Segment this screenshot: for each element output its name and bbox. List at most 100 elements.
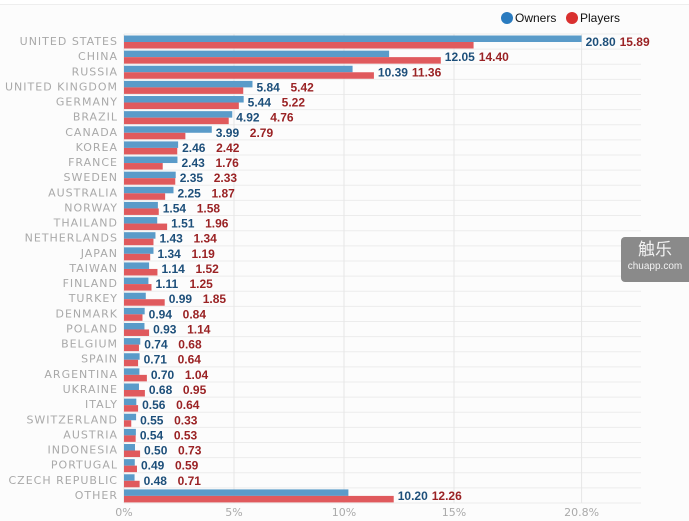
data-label-owners: 0.56 [142,398,166,412]
watermark-logo: 触乐 [638,240,672,260]
data-label-players: 0.59 [175,459,199,473]
data-label-players: 1.52 [195,262,219,276]
data-label-owners: 0.99 [169,292,193,306]
bar-players [124,72,374,79]
bar-owners [124,489,349,496]
data-label-owners: 1.43 [159,232,183,246]
category-label: TURKEY [68,292,118,305]
data-label-players: 15.89 [620,35,650,49]
bar-players [124,178,176,185]
bar-owners [124,80,253,88]
data-label-owners: 0.68 [149,383,173,397]
category-label: UNITED KINGDOM [5,80,118,93]
data-label-owners: 0.48 [144,474,168,488]
data-label-players: 12.26 [432,489,462,503]
bar-players [124,117,229,125]
bar-owners [124,262,150,269]
bar-owners [124,50,390,58]
bar-players [124,344,139,352]
watermark-site: chuapp.com [627,261,683,272]
data-label-owners: 0.49 [141,459,165,473]
bar-players [124,480,140,488]
category-label: OTHER [75,489,118,502]
data-label-owners: 0.94 [149,307,173,321]
bar-owners [124,338,141,345]
data-label-owners: 5.44 [248,96,272,110]
category-label: SPAIN [81,353,118,366]
bar-owners [124,96,244,103]
data-label-owners: 4.92 [236,111,260,125]
data-label-players: 1.19 [191,247,215,261]
bar-owners [124,413,137,421]
category-label: AUSTRALIA [48,186,118,199]
bar-players [124,420,132,427]
bar-owners [124,292,146,300]
category-label: JAPAN [80,247,118,260]
category-label: GERMANY [56,96,118,109]
bar-players [124,329,150,336]
data-label-owners: 0.74 [144,338,168,352]
data-label-players: 0.73 [178,444,202,458]
data-label-owners: 0.54 [140,428,164,442]
bar-players [124,359,139,367]
category-label: NORWAY [64,201,118,214]
data-label-players: 2.79 [250,126,274,140]
category-label: POLAND [66,322,118,335]
data-label-players: 1.96 [205,217,229,231]
data-label-owners: 5.84 [256,80,280,94]
bar-owners [124,474,135,481]
legend-players-label: Players [580,11,620,25]
category-label: CHINA [78,50,118,63]
data-label-players: 1.14 [187,322,211,336]
bar-owners [124,141,179,148]
data-label-owners: 2.46 [182,141,206,155]
data-label-players: 0.64 [178,353,202,367]
data-label-owners: 1.11 [156,277,179,291]
bar-owners [124,111,233,118]
bar-players [124,147,178,155]
bar-owners [124,277,149,285]
bar-owners [124,383,139,390]
data-label-owners: 0.50 [144,444,168,458]
data-label-players: 1.58 [197,201,221,215]
bar-owners [124,35,582,42]
data-label-players: 5.22 [282,96,306,110]
bar-players [124,102,239,110]
data-label-players: 1.25 [190,277,214,291]
data-label-owners: 2.35 [180,171,204,185]
x-tick-label: 5% [225,506,242,519]
data-label-owners: 0.93 [153,322,177,336]
data-label-players: 0.33 [174,413,198,427]
bar-players [124,87,244,94]
data-label-players: 5.42 [290,80,314,94]
bar-players [124,495,394,503]
category-label: KOREA [76,141,118,154]
bar-owners [124,247,154,254]
data-label-owners: 2.43 [181,156,205,170]
data-label-players: 1.87 [212,186,236,200]
bar-players [124,268,158,276]
data-label-owners: 10.20 [398,489,428,503]
bar-players [124,284,152,291]
data-label-players: 2.42 [216,141,240,155]
legend-owners-label: Owners [515,11,556,25]
bar-owners [124,186,174,194]
category-label: FRANCE [68,156,118,169]
data-label-players: 1.85 [203,292,227,306]
category-label: UNITED STATES [20,35,118,48]
bar-owners [124,398,137,406]
category-label: ITALY [85,398,118,411]
bar-players [124,299,165,306]
data-label-owners: 3.99 [216,126,240,140]
bar-owners [124,201,158,209]
x-tick-label: 10% [332,506,356,519]
data-label-owners: 12.05 [445,50,475,64]
category-label: TAIWAN [68,262,118,275]
bar-owners [124,65,353,73]
data-label-players: 0.71 [178,474,202,488]
bar-owners [124,307,145,315]
bar-players [124,405,139,412]
bar-players [124,42,474,49]
category-label: RUSSIA [72,65,118,78]
